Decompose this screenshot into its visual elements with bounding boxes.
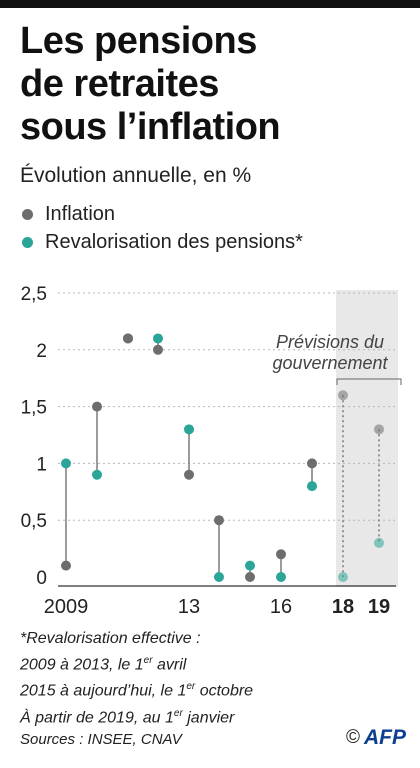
y-tick-label: 1 (36, 454, 47, 475)
revalorisation-point (184, 424, 194, 435)
revalorisation-point (276, 572, 286, 582)
inflation-point (184, 469, 194, 480)
revalorisation-point (307, 481, 317, 492)
legend-dot-inflation-icon (22, 208, 33, 220)
inflation-point (214, 515, 224, 526)
title-line: sous l’inflation (20, 106, 281, 148)
inflation-point (92, 401, 102, 412)
chart-subtitle: Évolution annuelle, en % (20, 164, 252, 187)
inflation-point (374, 424, 384, 435)
revalorisation-point (61, 458, 71, 469)
credit: © AFP (346, 726, 406, 750)
inflation-point (123, 333, 133, 344)
title-line: Les pensions (20, 20, 257, 62)
copyright-icon: © (346, 727, 360, 748)
title-line: de retraites (20, 63, 219, 105)
y-tick-label: 1,5 (21, 398, 47, 419)
y-tick-label: 0,5 (21, 511, 47, 532)
x-tick-label: 13 (178, 596, 200, 618)
inflation-point (338, 390, 348, 401)
revalorisation-point (214, 572, 224, 582)
inflation-point (276, 549, 286, 560)
forecast-band (336, 290, 398, 587)
legend-label: Revalorisation des pensions* (45, 230, 303, 253)
x-tick-label: 16 (270, 596, 292, 618)
footnote-line: *Revalorisation effective : (20, 630, 201, 647)
inflation-point (245, 572, 255, 582)
revalorisation-point (153, 333, 163, 344)
top-bar (0, 0, 420, 8)
inflation-point (307, 458, 317, 469)
x-tick-label: 19 (368, 596, 390, 618)
x-tick-label: 18 (332, 596, 354, 618)
footnote-line: 2009 à 2013, le 1er avril (20, 655, 187, 674)
forecast-label: gouvernement (272, 353, 388, 373)
forecast-label: Prévisions du (276, 332, 384, 352)
forecast-bracket (336, 378, 402, 385)
inflation-point (153, 344, 163, 355)
chart-title: Les pensions de retraites sous l’inflati… (20, 20, 410, 149)
y-tick-label: 2 (36, 341, 47, 362)
y-tick-label: 2,5 (21, 284, 47, 305)
legend-item-inflation: Inflation (22, 200, 303, 228)
legend-dot-revalorisation-icon (22, 236, 33, 248)
footnote-line: 2015 à aujourd’hui, le 1er octobre (20, 681, 254, 700)
revalorisation-point (338, 572, 348, 582)
legend: Inflation Revalorisation des pensions* (22, 200, 303, 256)
y-tick-label: 0 (36, 568, 47, 589)
revalorisation-point (374, 537, 384, 548)
legend-label: Inflation (45, 202, 116, 225)
revalorisation-point (245, 560, 255, 571)
legend-item-revalorisation: Revalorisation des pensions* (22, 228, 303, 256)
x-tick-label: 2009 (44, 596, 89, 618)
revalorisation-point (92, 469, 102, 480)
afp-logo: AFP (364, 726, 406, 749)
inflation-point (61, 560, 71, 571)
sources: Sources : INSEE, CNAV (20, 731, 182, 748)
footnote: *Revalorisation effective : 2009 à 2013,… (20, 628, 253, 729)
footnote-line: À partir de 2019, au 1er janvier (20, 707, 235, 726)
